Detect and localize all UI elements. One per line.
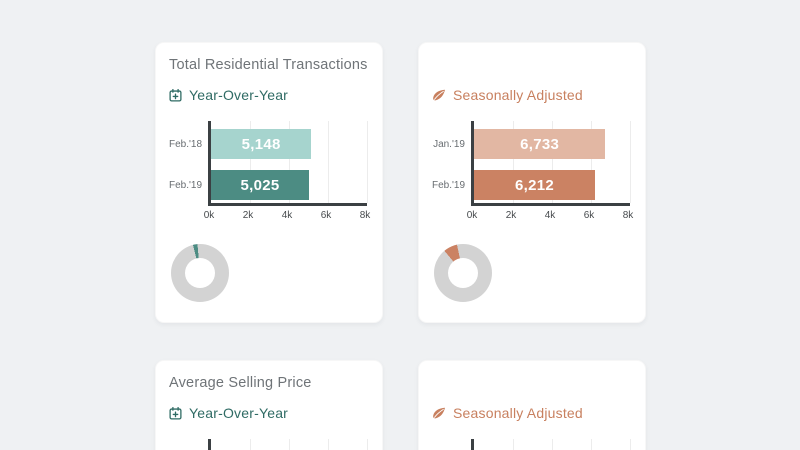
x-tick: 4k: [281, 210, 293, 221]
x-tick: 2k: [242, 210, 254, 221]
gridline: [367, 439, 368, 450]
gridline: [513, 121, 514, 203]
gridline: [250, 121, 251, 203]
gridline: [552, 121, 553, 203]
bar-value-label: 6,733: [520, 135, 560, 153]
plot-area: [208, 439, 368, 450]
bar-value-label: 6,212: [515, 176, 555, 194]
page-title: [432, 57, 632, 79]
x-tick: 8k: [622, 210, 634, 221]
page-title: Average Selling Price: [169, 375, 312, 391]
metric-badge-year-over-year: Year-Over-Year: [169, 404, 369, 422]
bar-value-label: 5,148: [241, 135, 281, 153]
x-axis: 0k 2k 4k 6k 8k: [204, 210, 371, 224]
metric-badge-seasonally-adjusted: Seasonally Adjusted: [432, 86, 632, 104]
gridline: [367, 121, 368, 203]
leaf-icon: [432, 89, 446, 102]
badge-label: Year-Over-Year: [189, 405, 289, 421]
bar-chart: Jan.'19 Feb.'19 6,733 6,212 0k 2k 4k 6k …: [432, 121, 634, 225]
y-axis-label: Feb.'19: [432, 180, 466, 191]
plot-area: [471, 439, 631, 450]
x-tick: 6k: [583, 210, 595, 221]
plot-area: 6,733 6,212: [471, 121, 631, 206]
leaf-icon: [432, 407, 446, 420]
x-axis: 0k 2k 4k 6k 8k: [467, 210, 634, 224]
calendar-plus-icon: [169, 406, 182, 420]
x-tick: 4k: [544, 210, 556, 221]
bar: 6,212: [474, 170, 596, 200]
metric-badge-seasonally-adjusted: Seasonally Adjusted: [432, 404, 632, 422]
gridline: [552, 439, 553, 450]
gridline: [591, 439, 592, 450]
badge-label: Seasonally Adjusted: [453, 405, 583, 421]
bar-chart: Feb.'18 Feb.'19 5,148 5,025 0k 2k 4k 6k …: [169, 121, 371, 225]
dashboard-grid: Total Residential Transactions Year-Over…: [155, 42, 646, 450]
x-tick: 8k: [359, 210, 371, 221]
donut-hole: [448, 258, 478, 288]
gridline: [630, 121, 631, 203]
gridline: [513, 439, 514, 450]
bar: 6,733: [474, 129, 606, 159]
y-axis-label: Feb.'18: [169, 139, 203, 150]
page-title: [432, 375, 632, 397]
page-title: Total Residential Transactions: [169, 57, 368, 73]
gridline: [289, 121, 290, 203]
bar: 5,148: [211, 129, 312, 159]
card-selling-price-seasonally-adjusted: Seasonally Adjusted: [418, 360, 646, 450]
x-tick: 6k: [320, 210, 332, 221]
gridline: [250, 439, 251, 450]
plot-area: 5,148 5,025: [208, 121, 368, 206]
donut-chart: [171, 244, 229, 302]
badge-label: Year-Over-Year: [189, 87, 289, 103]
card-selling-price-year-over-year: Average Selling Price Year-Over-Year: [155, 360, 383, 450]
x-tick: 0k: [203, 210, 215, 221]
y-axis-label: Jan.'19: [433, 139, 465, 150]
calendar-plus-icon: [169, 88, 182, 102]
x-tick: 0k: [466, 210, 478, 221]
metric-badge-year-over-year: Year-Over-Year: [169, 86, 369, 104]
card-transactions-year-over-year: Total Residential Transactions Year-Over…: [155, 42, 383, 323]
donut-hole: [185, 258, 215, 288]
bar-chart: [432, 439, 632, 450]
gridline: [591, 121, 592, 203]
bar-chart: [169, 439, 369, 450]
card-transactions-seasonally-adjusted: Seasonally Adjusted Jan.'19 Feb.'19 6,73…: [418, 42, 646, 323]
badge-label: Seasonally Adjusted: [453, 87, 583, 103]
gridline: [328, 439, 329, 450]
gridline: [289, 439, 290, 450]
y-axis-label: Feb.'19: [169, 180, 203, 191]
x-tick: 2k: [505, 210, 517, 221]
gridline: [328, 121, 329, 203]
gridline: [630, 439, 631, 450]
bar: 5,025: [211, 170, 309, 200]
donut-chart: [434, 244, 492, 302]
bar-value-label: 5,025: [240, 176, 280, 194]
